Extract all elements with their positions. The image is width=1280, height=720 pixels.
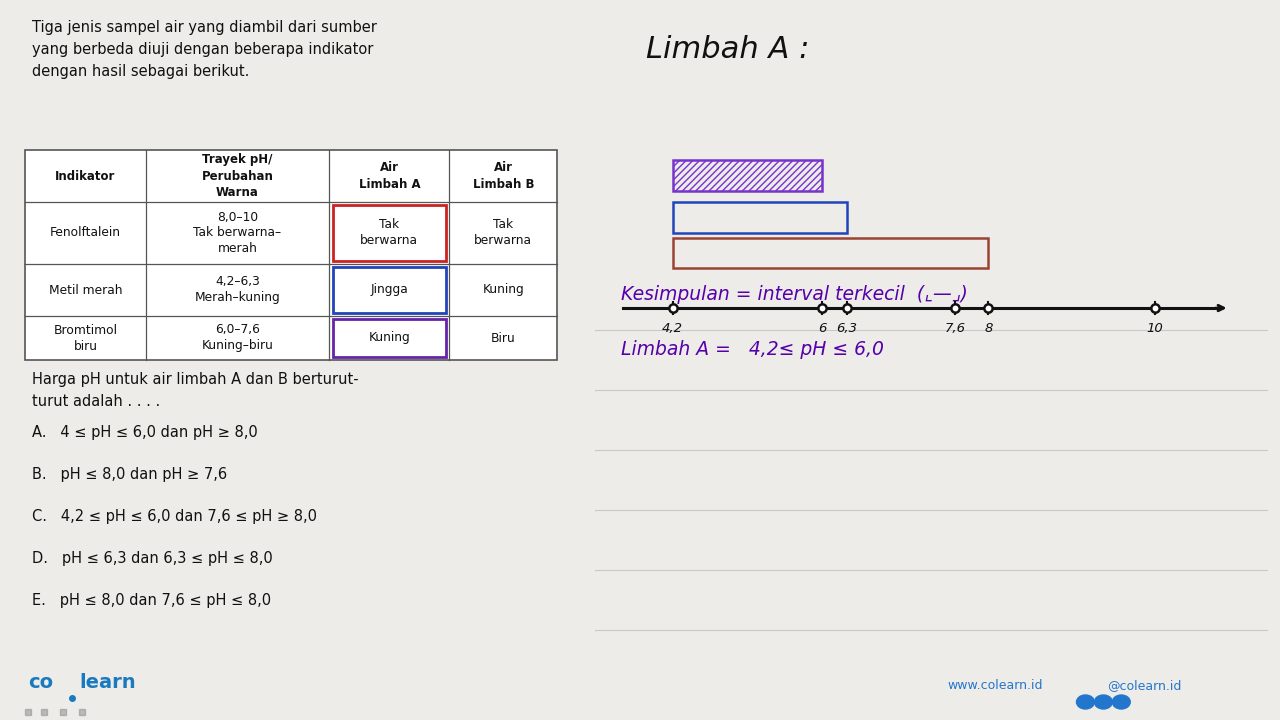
Text: Tiga jenis sampel air yang diambil dari sumber: Tiga jenis sampel air yang diambil dari … bbox=[32, 20, 376, 35]
Text: C.   4,2 ≤ pH ≤ 6,0 dan 7,6 ≤ pH ≥ 8,0: C. 4,2 ≤ pH ≤ 6,0 dan 7,6 ≤ pH ≥ 8,0 bbox=[32, 509, 316, 524]
Text: Air
Limbah A: Air Limbah A bbox=[358, 161, 420, 191]
Circle shape bbox=[1094, 695, 1112, 709]
Text: Indikator: Indikator bbox=[55, 169, 115, 182]
Text: Metil merah: Metil merah bbox=[49, 284, 122, 297]
Text: yang berbeda diuji dengan beberapa indikator: yang berbeda diuji dengan beberapa indik… bbox=[32, 42, 372, 57]
Circle shape bbox=[1076, 695, 1094, 709]
Text: E.   pH ≤ 8,0 dan 7,6 ≤ pH ≤ 8,0: E. pH ≤ 8,0 dan 7,6 ≤ pH ≤ 8,0 bbox=[32, 593, 271, 608]
Text: dengan hasil sebagai berikut.: dengan hasil sebagai berikut. bbox=[32, 64, 250, 79]
Bar bbox=[333, 267, 445, 313]
Text: Tak
berwarna: Tak berwarna bbox=[361, 218, 419, 248]
Text: Limbah A :: Limbah A : bbox=[646, 35, 810, 64]
Text: 8,0–10
Tak berwarna–
merah: 8,0–10 Tak berwarna– merah bbox=[193, 210, 282, 256]
Text: Air
Limbah B: Air Limbah B bbox=[472, 161, 534, 191]
Text: learn: learn bbox=[79, 673, 137, 692]
Text: 6,0–7,6
Kuning–biru: 6,0–7,6 Kuning–biru bbox=[201, 323, 274, 353]
Text: 6,3: 6,3 bbox=[837, 322, 858, 335]
Bar bbox=[672, 160, 822, 191]
Text: Kuning: Kuning bbox=[483, 284, 524, 297]
Text: Tak
berwarna: Tak berwarna bbox=[475, 218, 532, 248]
Bar bbox=[26, 150, 557, 360]
Bar bbox=[672, 202, 847, 233]
Bar bbox=[333, 205, 445, 261]
Circle shape bbox=[1112, 695, 1130, 709]
Text: 6: 6 bbox=[818, 322, 827, 335]
Text: Harga pH untuk air limbah A dan B berturut-
turut adalah . . . .: Harga pH untuk air limbah A dan B bertur… bbox=[32, 372, 358, 409]
Text: Kesimpulan = interval terkecil  (⌞—⌟): Kesimpulan = interval terkecil (⌞—⌟) bbox=[621, 285, 968, 304]
Text: Jingga: Jingga bbox=[370, 284, 408, 297]
Text: 7,6: 7,6 bbox=[945, 322, 965, 335]
Text: 4,2–6,3
Merah–kuning: 4,2–6,3 Merah–kuning bbox=[195, 276, 280, 305]
Bar bbox=[672, 238, 988, 268]
Text: D.   pH ≤ 6,3 dan 6,3 ≤ pH ≤ 8,0: D. pH ≤ 6,3 dan 6,3 ≤ pH ≤ 8,0 bbox=[32, 551, 273, 566]
Text: @colearn.id: @colearn.id bbox=[1107, 679, 1181, 692]
Text: B.   pH ≤ 8,0 dan pH ≥ 7,6: B. pH ≤ 8,0 dan pH ≥ 7,6 bbox=[32, 467, 227, 482]
Bar bbox=[333, 319, 445, 357]
Text: 4,2: 4,2 bbox=[662, 322, 684, 335]
Text: www.colearn.id: www.colearn.id bbox=[947, 679, 1043, 692]
Text: Biru: Biru bbox=[492, 331, 516, 344]
Text: co: co bbox=[28, 673, 52, 692]
Text: 8: 8 bbox=[984, 322, 992, 335]
Text: Trayek pH/
Perubahan
Warna: Trayek pH/ Perubahan Warna bbox=[201, 153, 274, 199]
Text: Fenolftalein: Fenolftalein bbox=[50, 227, 122, 240]
Text: 10: 10 bbox=[1147, 322, 1164, 335]
Text: Bromtimol
biru: Bromtimol biru bbox=[54, 323, 118, 353]
Text: Limbah A =   4,2≤ pH ≤ 6,0: Limbah A = 4,2≤ pH ≤ 6,0 bbox=[621, 340, 883, 359]
Text: A.   4 ≤ pH ≤ 6,0 dan pH ≥ 8,0: A. 4 ≤ pH ≤ 6,0 dan pH ≥ 8,0 bbox=[32, 425, 257, 440]
Text: Kuning: Kuning bbox=[369, 331, 410, 344]
